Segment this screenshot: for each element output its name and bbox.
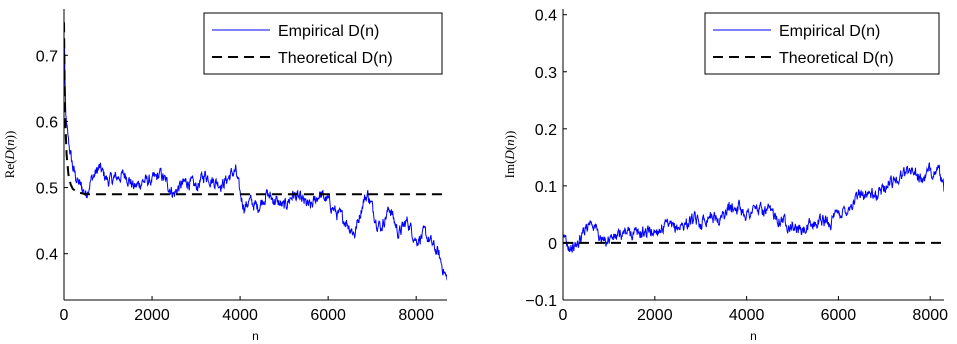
chart0-y-axis-label-part: )) bbox=[2, 131, 17, 140]
chart1-x-tick-label: 2000 bbox=[637, 307, 673, 324]
chart0-y-axis-label-part: ( bbox=[2, 146, 17, 150]
chart0-series-theoretical-line bbox=[64, 22, 447, 196]
chart0-y-tick-label: 0.7 bbox=[36, 48, 58, 65]
chart0-y-axis-label-part: D bbox=[2, 150, 17, 161]
chart0-x-tick-label: 8000 bbox=[398, 307, 434, 324]
chart0-legend-box bbox=[203, 12, 443, 75]
chart1-legend-entry-1: Theoretical D(n) bbox=[779, 50, 894, 67]
chart0-y-axis-label: Re(D(n)) bbox=[2, 131, 17, 179]
chart1-y-axis-label-part: n bbox=[502, 139, 517, 146]
chart1-y-tick-label: 0.4 bbox=[535, 8, 557, 25]
chart0-x-tick-label: 6000 bbox=[310, 307, 346, 324]
chart0-y-axis-label-part: n bbox=[2, 139, 17, 146]
right-panel: 0 2000 4000 6000 8000−0.100.10.20.30.4nIm(D(… bbox=[502, 8, 948, 343]
chart1-x-axis-label: n bbox=[750, 329, 757, 343]
chart1-y-axis-label-part: Im( bbox=[502, 160, 517, 179]
chart0-y-tick-label: 0.5 bbox=[36, 181, 58, 198]
chart1-y-axis-label: Im(D(n)) bbox=[502, 131, 517, 179]
chart0-y-tick-label: 0.6 bbox=[36, 114, 58, 131]
left-panel: 0 2000 4000 6000 80000.40.50.60.7nRe(D(n))Em… bbox=[2, 9, 447, 343]
chart0-x-tick-label: 2000 bbox=[134, 307, 170, 324]
chart0-series-empirical-line bbox=[64, 41, 447, 281]
chart1-x-tick-label: 6000 bbox=[821, 307, 857, 324]
chart1-x-tick-label: 0 bbox=[559, 307, 568, 324]
chart1-x-tick-label: 4000 bbox=[729, 307, 765, 324]
chart1-y-axis-label-part: D bbox=[502, 150, 517, 161]
chart0-y-axis-label-part: Re( bbox=[2, 160, 17, 179]
chart0-x-axis-label: n bbox=[252, 329, 259, 343]
chart1-x-tick-label: 8000 bbox=[912, 307, 948, 324]
chart1-legend-box bbox=[704, 12, 940, 75]
chart1-y-tick-label: 0.1 bbox=[535, 179, 557, 196]
chart0-x-tick-label: 4000 bbox=[222, 307, 258, 324]
chart1-y-tick-label: −0.1 bbox=[525, 293, 557, 310]
chart1-series-empirical-line bbox=[563, 162, 944, 253]
chart1-legend-entry-0: Empirical D(n) bbox=[779, 23, 880, 40]
chart0-legend-entry-1: Theoretical D(n) bbox=[278, 50, 393, 67]
chart0-y-tick-label: 0.4 bbox=[36, 247, 58, 264]
chart1-y-tick-label: 0.2 bbox=[535, 122, 557, 139]
chart1-y-axis-label-part: ( bbox=[502, 146, 517, 150]
chart1-y-tick-label: 0.3 bbox=[535, 65, 557, 82]
chart0-legend-entry-0: Empirical D(n) bbox=[278, 23, 379, 40]
chart1-legend: Empirical D(n) Theoretical D(n) bbox=[704, 12, 940, 75]
chart0-x-tick-label: 0 bbox=[60, 307, 69, 324]
chart1-y-axis-label-part: )) bbox=[502, 131, 517, 140]
chart1-y-tick-label: 0 bbox=[548, 236, 557, 253]
chart0-legend: Empirical D(n) Theoretical D(n) bbox=[203, 12, 443, 75]
